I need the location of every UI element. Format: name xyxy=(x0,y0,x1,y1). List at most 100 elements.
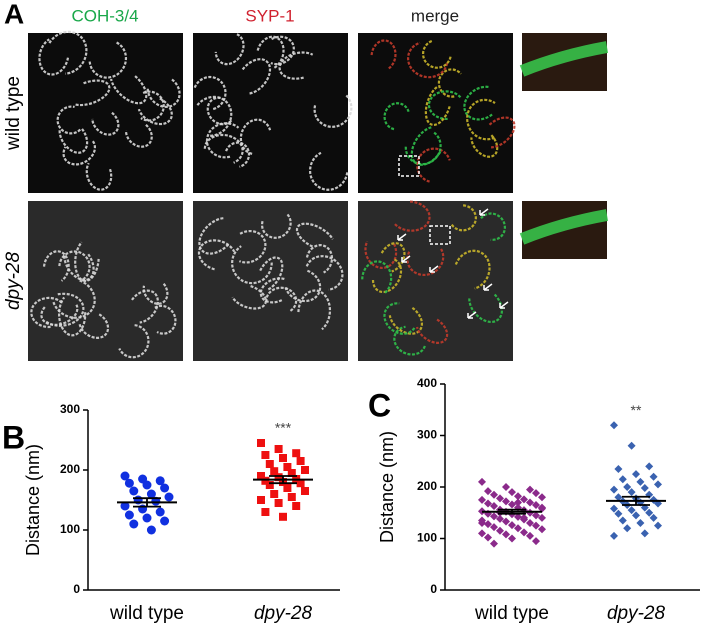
data-point xyxy=(142,480,152,490)
chromosome xyxy=(231,245,273,285)
data-point xyxy=(301,487,309,495)
inset-signal xyxy=(519,41,609,77)
data-point xyxy=(287,469,296,477)
data-point xyxy=(508,500,516,509)
chromosome xyxy=(58,128,89,154)
data-point xyxy=(120,501,130,511)
data-point xyxy=(618,516,627,525)
chromosome xyxy=(388,306,424,335)
data-point xyxy=(618,475,627,484)
data-point xyxy=(261,476,270,485)
chromosome xyxy=(427,90,462,121)
data-point xyxy=(610,504,618,513)
arrow xyxy=(499,301,509,309)
row-label: dpy-28 xyxy=(3,252,24,311)
chromosome xyxy=(393,200,431,232)
chromosome xyxy=(437,68,462,98)
column-header: SYP-1 xyxy=(245,6,294,25)
data-point xyxy=(292,502,301,510)
data-point xyxy=(274,473,283,482)
data-point xyxy=(532,489,540,498)
chromosome xyxy=(109,75,148,105)
y-axis-label: Distance (nm) xyxy=(377,431,397,543)
data-point xyxy=(526,531,534,540)
micrograph xyxy=(358,201,513,361)
y-tick-label: 0 xyxy=(430,582,437,596)
arrow xyxy=(429,265,439,273)
chromosome xyxy=(124,124,153,148)
data-point xyxy=(155,507,165,517)
data-point xyxy=(649,513,658,522)
data-point xyxy=(301,466,309,474)
chromosome xyxy=(91,111,120,136)
chromosome xyxy=(203,133,244,164)
micrograph xyxy=(28,33,183,193)
chromosome xyxy=(383,102,410,131)
column-header: merge xyxy=(411,6,459,25)
chromosome xyxy=(197,239,236,271)
chromosome xyxy=(424,85,451,127)
data-point xyxy=(514,512,522,521)
arrow xyxy=(397,233,407,241)
data-point xyxy=(649,472,658,481)
chromosome xyxy=(261,213,292,239)
chromosome xyxy=(88,41,128,79)
chromosome xyxy=(404,131,442,166)
chromosome xyxy=(154,304,177,335)
panel-label: A xyxy=(4,0,24,29)
data-point xyxy=(614,464,623,473)
data-point xyxy=(484,533,492,542)
data-point xyxy=(538,493,546,502)
chromosome xyxy=(30,296,64,329)
y-tick-label: 300 xyxy=(417,428,437,442)
arrow xyxy=(483,283,493,291)
chromosome xyxy=(383,302,416,335)
data-point xyxy=(502,517,510,526)
chromosome xyxy=(371,258,403,294)
chromosome xyxy=(239,118,272,155)
y-tick-label: 0 xyxy=(73,582,80,596)
chromosome xyxy=(415,318,449,344)
data-point xyxy=(279,454,287,462)
roi-box xyxy=(429,225,451,245)
x-tick-label: dpy-28 xyxy=(607,603,666,624)
chromosome xyxy=(78,313,110,339)
chromosome xyxy=(62,140,96,166)
data-point xyxy=(129,519,139,529)
sem-bar xyxy=(269,475,297,485)
chromosome xyxy=(137,97,173,126)
data-point xyxy=(287,493,296,501)
data-point xyxy=(627,441,636,450)
panel-label: B xyxy=(2,419,25,455)
chromosome xyxy=(416,147,451,183)
data-point xyxy=(514,524,522,533)
data-point xyxy=(645,508,654,517)
chromosome xyxy=(38,38,70,76)
data-point xyxy=(636,519,645,528)
chromosome xyxy=(85,162,113,191)
y-tick-label: 200 xyxy=(417,479,437,493)
data-point xyxy=(623,483,632,491)
x-tick-label: wild type xyxy=(474,603,549,624)
chromosome xyxy=(463,85,493,121)
chromosome xyxy=(225,141,251,168)
data-point xyxy=(538,525,546,534)
data-point xyxy=(526,485,534,494)
chromosome xyxy=(313,94,353,128)
chromosome xyxy=(480,212,506,241)
data-point xyxy=(645,462,654,471)
data-point xyxy=(283,463,292,471)
chromosome xyxy=(214,33,245,66)
data-point xyxy=(478,519,486,528)
data-point xyxy=(520,513,528,522)
data-point xyxy=(296,457,305,465)
chromosome xyxy=(284,269,322,303)
data-point xyxy=(614,493,623,502)
sem-bar xyxy=(622,495,650,506)
sem-bar xyxy=(498,508,526,515)
data-point xyxy=(508,534,516,543)
data-point xyxy=(526,498,534,507)
data-point xyxy=(490,512,498,521)
data-point xyxy=(261,451,270,459)
